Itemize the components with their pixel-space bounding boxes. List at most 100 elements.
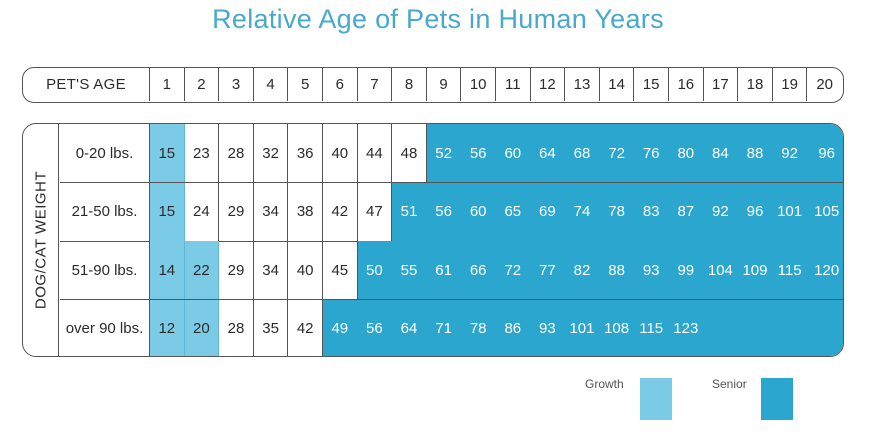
value-cell: 82 <box>565 241 600 300</box>
value-cell: 15 <box>150 182 185 241</box>
value-cell: 76 <box>634 124 669 183</box>
value-cell: 44 <box>358 124 393 183</box>
legend-senior-label: Senior <box>712 377 747 391</box>
value-cell: 42 <box>323 182 358 241</box>
header-label: PET'S AGE <box>23 68 150 101</box>
value-cell: 35 <box>254 299 289 356</box>
value-cell <box>772 299 808 356</box>
value-cell: 108 <box>599 299 635 356</box>
value-cell <box>703 299 739 356</box>
weight-row-label: 21-50 lbs. <box>60 182 150 241</box>
value-cell: 101 <box>565 299 600 356</box>
value-cell: 66 <box>461 241 496 300</box>
value-cell: 40 <box>323 124 358 183</box>
value-cell: 96 <box>807 124 843 183</box>
value-cell: 56 <box>357 299 393 356</box>
value-cell: 115 <box>634 299 669 356</box>
legend-growth-swatch <box>640 378 672 420</box>
age-header-cell: 12 <box>531 68 566 101</box>
age-header-cell: 10 <box>461 68 496 101</box>
value-cell: 74 <box>565 182 600 241</box>
age-header-cell: 6 <box>323 68 358 101</box>
value-cell: 45 <box>323 241 358 300</box>
value-cell: 77 <box>530 241 566 300</box>
value-cell <box>807 299 843 356</box>
age-table-body: DOG/CAT WEIGHT 0-20 lbs. 15 23 28 32 36 40 44 48… <box>22 123 844 357</box>
value-cell: 99 <box>669 241 704 300</box>
age-header-row: PET'S AGE 1 2 3 4 5 6 7 8 9 10 11 12 13 14 15 16 17 18 19 2… <box>22 67 844 103</box>
value-cell: 60 <box>496 124 531 183</box>
value-cell: 42 <box>288 299 323 356</box>
age-header-cell: 7 <box>358 68 393 101</box>
value-cell: 29 <box>219 182 254 241</box>
age-header-cell: 14 <box>600 68 635 101</box>
value-cell: 87 <box>669 182 704 241</box>
age-header-cell: 9 <box>427 68 462 101</box>
value-cell: 104 <box>703 241 739 300</box>
age-header-cell: 18 <box>738 68 773 101</box>
value-cell: 40 <box>288 241 323 300</box>
value-cell: 56 <box>461 124 496 183</box>
value-cell: 78 <box>461 299 496 356</box>
value-cell: 123 <box>669 299 704 356</box>
value-cell: 80 <box>669 124 704 183</box>
value-cell: 38 <box>288 182 323 241</box>
value-cell: 34 <box>254 182 289 241</box>
age-header-cell: 17 <box>704 68 739 101</box>
value-cell: 64 <box>392 299 427 356</box>
value-cell: 48 <box>392 124 427 183</box>
weight-row-label: 0-20 lbs. <box>60 124 150 183</box>
value-cell: 60 <box>461 182 496 241</box>
value-cell: 47 <box>358 182 393 241</box>
value-cell: 34 <box>254 241 289 300</box>
value-cell: 88 <box>738 124 773 183</box>
value-cell: 28 <box>219 299 254 356</box>
value-cell: 64 <box>530 124 566 183</box>
value-cell: 12 <box>150 299 185 356</box>
value-cell: 93 <box>634 241 669 300</box>
value-cell: 78 <box>599 182 635 241</box>
value-cell: 24 <box>185 182 220 241</box>
chart-title: Relative Age of Pets in Human Years <box>212 4 664 34</box>
value-cell: 65 <box>496 182 531 241</box>
age-header-cell: 15 <box>634 68 669 101</box>
weight-row-label: over 90 lbs. <box>60 299 150 356</box>
value-cell: 55 <box>392 241 427 300</box>
age-header-cell: 20 <box>816 76 834 93</box>
value-cell: 20 <box>184 299 220 356</box>
weight-column: DOG/CAT WEIGHT <box>23 124 59 356</box>
weight-group-label: DOG/CAT WEIGHT <box>32 170 50 310</box>
value-cell: 109 <box>738 241 773 300</box>
value-cell: 115 <box>772 241 808 300</box>
value-cell: 49 <box>323 299 358 356</box>
value-cell: 83 <box>634 182 669 241</box>
value-cell: 32 <box>254 124 289 183</box>
value-cell: 120 <box>807 241 843 300</box>
value-cell: 51 <box>392 182 427 241</box>
value-cell: 88 <box>599 241 635 300</box>
value-cell: 72 <box>599 124 635 183</box>
value-cell: 56 <box>426 182 462 241</box>
value-cell: 86 <box>496 299 531 356</box>
value-cell: 105 <box>807 182 843 241</box>
value-cell: 84 <box>703 124 739 183</box>
age-header-cell: 8 <box>392 68 427 101</box>
age-header-cell: 1 <box>150 68 185 101</box>
value-cell <box>738 299 773 356</box>
legend-senior-swatch <box>761 378 793 420</box>
value-cell: 22 <box>184 241 220 300</box>
value-cell: 29 <box>219 241 254 300</box>
value-cell: 15 <box>150 124 185 183</box>
age-header-cell: 3 <box>219 68 254 101</box>
age-header-cell: 19 <box>773 68 808 101</box>
value-cell: 71 <box>426 299 462 356</box>
value-cell: 28 <box>219 124 254 183</box>
value-cell: 72 <box>496 241 531 300</box>
weight-row-label: 51-90 lbs. <box>60 241 150 300</box>
value-cell: 50 <box>357 241 393 300</box>
age-header-cell: 13 <box>565 68 600 101</box>
age-header-cell: 2 <box>185 68 220 101</box>
value-cell: 101 <box>772 182 808 241</box>
age-header-cell: 16 <box>669 68 704 101</box>
age-header-cell: 5 <box>288 68 323 101</box>
